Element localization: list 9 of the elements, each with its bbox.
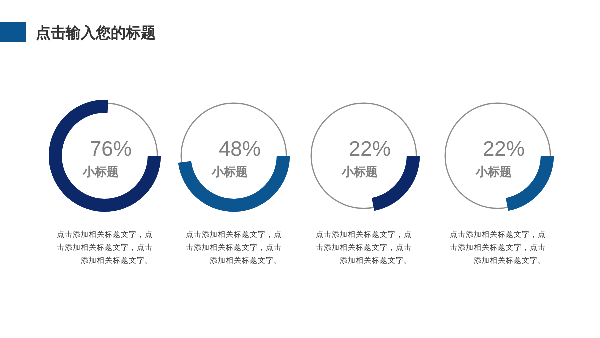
text: 小标题 xyxy=(211,165,248,179)
text: 22% xyxy=(348,138,392,161)
text: 小标题 xyxy=(475,165,512,179)
text: 小标题 xyxy=(82,165,119,179)
text: 点击输入您的标题 xyxy=(36,25,156,42)
text: 48% xyxy=(218,138,262,161)
text: 22% xyxy=(482,138,526,161)
text: 小标题 xyxy=(341,165,378,179)
text: 76% xyxy=(90,138,132,161)
